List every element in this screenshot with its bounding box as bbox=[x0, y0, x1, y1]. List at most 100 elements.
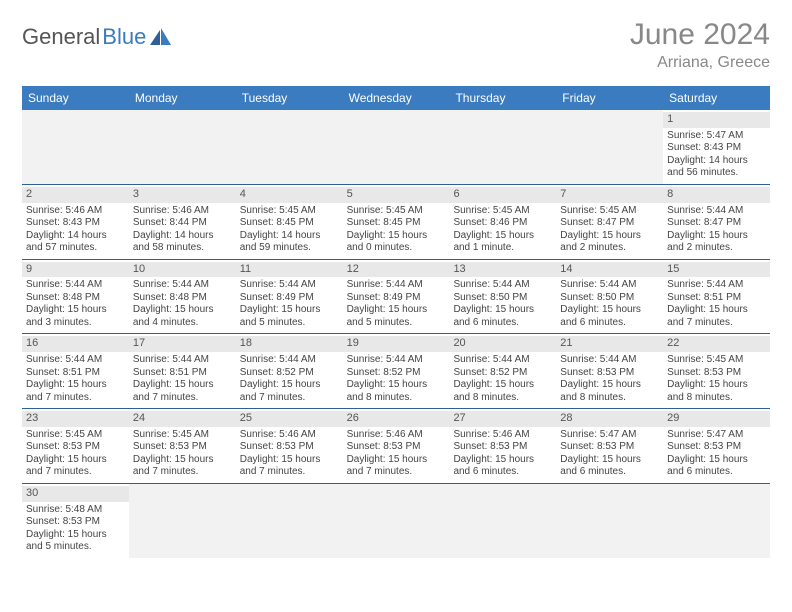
day-info-line: and 5 minutes. bbox=[240, 317, 339, 330]
day-info-line: Sunrise: 5:44 AM bbox=[347, 354, 446, 367]
day-number: 28 bbox=[556, 411, 663, 427]
day-cell: 25Sunrise: 5:46 AMSunset: 8:53 PMDayligh… bbox=[236, 409, 343, 483]
day-info-line: and 7 minutes. bbox=[240, 392, 339, 405]
day-info-line: and 6 minutes. bbox=[560, 317, 659, 330]
day-cell: 7 Sunrise: 5:45 AMSunset: 8:47 PMDaylight… bbox=[556, 185, 663, 259]
day-info-line: Sunset: 8:47 PM bbox=[667, 217, 766, 230]
day-info-line: and 5 minutes. bbox=[347, 317, 446, 330]
day-number: 27 bbox=[449, 411, 556, 427]
day-cell: 14Sunrise: 5:44 AMSunset: 8:50 PMDayligh… bbox=[556, 260, 663, 334]
day-number: 20 bbox=[449, 336, 556, 352]
day-info-line: Sunrise: 5:47 AM bbox=[667, 130, 766, 143]
week-row: 23Sunrise: 5:45 AMSunset: 8:53 PMDayligh… bbox=[22, 409, 770, 484]
day-cell: 3Sunrise: 5:46 AMSunset: 8:44 PMDaylight… bbox=[129, 185, 236, 259]
day-cell: 13Sunrise: 5:44 AMSunset: 8:50 PMDayligh… bbox=[449, 260, 556, 334]
week-row: 9Sunrise: 5:44 AMSunset: 8:48 PMDaylight… bbox=[22, 260, 770, 335]
day-info-line: Daylight: 15 hours bbox=[347, 304, 446, 317]
day-cell: 11Sunrise: 5:44 AMSunset: 8:49 PMDayligh… bbox=[236, 260, 343, 334]
day-info-line: Sunrise: 5:44 AM bbox=[26, 279, 125, 292]
day-number: 25 bbox=[236, 411, 343, 427]
day-cell: 27 Sunrise: 5:46 AMSunset: 8:53 PMDayligh… bbox=[449, 409, 556, 483]
day-cell: 8Sunrise: 5:44 AMSunset: 8:47 PMDaylight… bbox=[663, 185, 770, 259]
day-number: 3 bbox=[129, 187, 236, 203]
day-info-line: and 1 minute. bbox=[453, 242, 552, 255]
day-info-line: and 6 minutes. bbox=[453, 466, 552, 479]
day-info-line: and 57 minutes. bbox=[26, 242, 125, 255]
day-header: Thursday bbox=[449, 86, 556, 110]
day-info-line: and 8 minutes. bbox=[560, 392, 659, 405]
day-info-line: Sunset: 8:44 PM bbox=[133, 217, 232, 230]
day-info-line: and 7 minutes. bbox=[133, 392, 232, 405]
day-info-line: Sunrise: 5:45 AM bbox=[560, 205, 659, 218]
day-header: Friday bbox=[556, 86, 663, 110]
day-info-line: Sunrise: 5:47 AM bbox=[560, 429, 659, 442]
day-cell-empty bbox=[449, 484, 556, 558]
day-info-line: Daylight: 14 hours bbox=[26, 230, 125, 243]
day-number: 7 bbox=[556, 187, 663, 203]
day-info-line: Sunrise: 5:45 AM bbox=[667, 354, 766, 367]
day-number: 14 bbox=[556, 262, 663, 278]
day-number: 5 bbox=[343, 187, 450, 203]
day-info-line: Sunrise: 5:46 AM bbox=[453, 429, 552, 442]
day-info-line: and 59 minutes. bbox=[240, 242, 339, 255]
day-info-line: Daylight: 15 hours bbox=[347, 230, 446, 243]
day-info-line: and 7 minutes. bbox=[26, 392, 125, 405]
day-info-line: and 2 minutes. bbox=[560, 242, 659, 255]
day-info-line: Sunset: 8:53 PM bbox=[26, 441, 125, 454]
day-info-line: Sunrise: 5:45 AM bbox=[453, 205, 552, 218]
day-number: 30 bbox=[22, 486, 129, 502]
day-header: Monday bbox=[129, 86, 236, 110]
day-info-line: Daylight: 15 hours bbox=[240, 304, 339, 317]
day-info-line: Daylight: 15 hours bbox=[133, 304, 232, 317]
day-info-line: Daylight: 15 hours bbox=[560, 454, 659, 467]
day-cell: 5Sunrise: 5:45 AMSunset: 8:45 PMDaylight… bbox=[343, 185, 450, 259]
day-info-line: and 6 minutes. bbox=[560, 466, 659, 479]
day-info-line: and 7 minutes. bbox=[240, 466, 339, 479]
day-cell-empty bbox=[663, 484, 770, 558]
day-info-line: Sunset: 8:53 PM bbox=[667, 441, 766, 454]
day-info-line: and 7 minutes. bbox=[667, 317, 766, 330]
day-info-line: Sunset: 8:50 PM bbox=[453, 292, 552, 305]
day-info-line: Sunrise: 5:46 AM bbox=[26, 205, 125, 218]
day-info-line: Sunrise: 5:45 AM bbox=[26, 429, 125, 442]
day-cell: 16Sunrise: 5:44 AMSunset: 8:51 PMDayligh… bbox=[22, 334, 129, 408]
day-info-line: Sunset: 8:52 PM bbox=[240, 367, 339, 380]
day-info-line: Sunrise: 5:44 AM bbox=[240, 354, 339, 367]
day-cell: 6Sunrise: 5:45 AMSunset: 8:46 PMDaylight… bbox=[449, 185, 556, 259]
day-info-line: Daylight: 15 hours bbox=[453, 304, 552, 317]
day-info-line: Sunset: 8:47 PM bbox=[560, 217, 659, 230]
logo-sail-icon bbox=[150, 28, 172, 46]
day-info-line: Sunrise: 5:46 AM bbox=[133, 205, 232, 218]
day-info-line: Sunset: 8:51 PM bbox=[133, 367, 232, 380]
day-number: 8 bbox=[663, 187, 770, 203]
day-info-line: Daylight: 15 hours bbox=[240, 379, 339, 392]
day-number: 13 bbox=[449, 262, 556, 278]
day-number: 6 bbox=[449, 187, 556, 203]
weeks-container: 1Sunrise: 5:47 AMSunset: 8:43 PMDaylight… bbox=[22, 110, 770, 558]
location: Arriana, Greece bbox=[630, 54, 770, 72]
day-cell: 22Sunrise: 5:45 AMSunset: 8:53 PMDayligh… bbox=[663, 334, 770, 408]
day-info-line: Daylight: 15 hours bbox=[26, 304, 125, 317]
day-info-line: Daylight: 15 hours bbox=[560, 230, 659, 243]
day-number: 16 bbox=[22, 336, 129, 352]
day-cell: 26Sunrise: 5:46 AMSunset: 8:53 PMDayligh… bbox=[343, 409, 450, 483]
day-cell-empty bbox=[343, 110, 450, 184]
day-info-line: Sunrise: 5:44 AM bbox=[133, 354, 232, 367]
day-cell: 12Sunrise: 5:44 AMSunset: 8:49 PMDayligh… bbox=[343, 260, 450, 334]
day-cell-empty bbox=[22, 110, 129, 184]
day-info-line: and 7 minutes. bbox=[347, 466, 446, 479]
day-cell-empty bbox=[236, 110, 343, 184]
day-info-line: Sunrise: 5:44 AM bbox=[133, 279, 232, 292]
day-info-line: Sunrise: 5:44 AM bbox=[26, 354, 125, 367]
day-cell: 18Sunrise: 5:44 AMSunset: 8:52 PMDayligh… bbox=[236, 334, 343, 408]
day-info-line: Sunset: 8:50 PM bbox=[560, 292, 659, 305]
day-info-line: Daylight: 15 hours bbox=[667, 454, 766, 467]
day-info-line: Daylight: 15 hours bbox=[453, 454, 552, 467]
day-cell: 28Sunrise: 5:47 AMSunset: 8:53 PMDayligh… bbox=[556, 409, 663, 483]
day-info-line: Sunset: 8:53 PM bbox=[453, 441, 552, 454]
day-cell: 2Sunrise: 5:46 AMSunset: 8:43 PMDaylight… bbox=[22, 185, 129, 259]
day-info-line: Sunrise: 5:44 AM bbox=[453, 354, 552, 367]
day-info-line: Sunset: 8:48 PM bbox=[26, 292, 125, 305]
title-block: June 2024 Arriana, Greece bbox=[630, 18, 770, 72]
day-info-line: and 2 minutes. bbox=[667, 242, 766, 255]
